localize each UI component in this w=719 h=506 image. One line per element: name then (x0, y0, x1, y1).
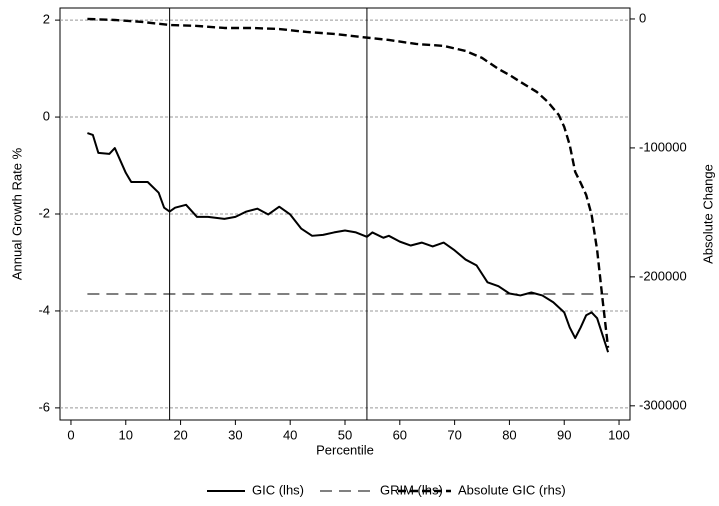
legend-label: Absolute GIC (rhs) (458, 482, 566, 497)
y-tick-label: 2 (43, 12, 50, 27)
x-tick-label: 60 (393, 427, 407, 442)
y2-axis-title: Absolute Change (700, 164, 715, 264)
x-tick-label: 10 (119, 427, 133, 442)
y-tick-label: 0 (43, 108, 50, 123)
legend-label: GIC (lhs) (252, 482, 304, 497)
y2-tick-label: 0 (639, 10, 646, 25)
x-tick-label: 20 (173, 427, 187, 442)
y2-tick-label: -200000 (639, 268, 687, 283)
x-tick-label: 80 (502, 427, 516, 442)
x-tick-label: 70 (447, 427, 461, 442)
series-line (87, 132, 610, 353)
x-axis-title: Percentile (316, 442, 374, 457)
x-tick-label: 40 (283, 427, 297, 442)
y-tick-label: -2 (38, 205, 50, 220)
series-line (87, 17, 610, 348)
x-tick-label: 50 (338, 427, 352, 442)
x-tick-label: 0 (67, 427, 74, 442)
y-tick-label: -4 (38, 302, 50, 317)
y2-tick-label: -100000 (639, 139, 687, 154)
x-tick-label: 100 (608, 427, 630, 442)
y-tick-label: -6 (38, 399, 50, 414)
x-tick-label: 30 (228, 427, 242, 442)
x-tick-label: 90 (557, 427, 571, 442)
y2-tick-label: -300000 (639, 397, 687, 412)
y-axis-title: Annual Growth Rate % (9, 147, 24, 280)
